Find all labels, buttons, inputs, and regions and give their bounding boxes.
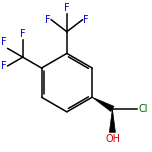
Text: F: F — [64, 3, 70, 13]
Text: F: F — [1, 61, 7, 71]
Text: F: F — [1, 38, 7, 47]
Text: F: F — [20, 29, 26, 39]
Text: F: F — [83, 15, 89, 25]
Text: OH: OH — [105, 134, 120, 144]
Text: F: F — [45, 15, 50, 25]
Polygon shape — [109, 109, 115, 132]
Text: Cl: Cl — [138, 104, 148, 114]
Polygon shape — [92, 97, 114, 112]
